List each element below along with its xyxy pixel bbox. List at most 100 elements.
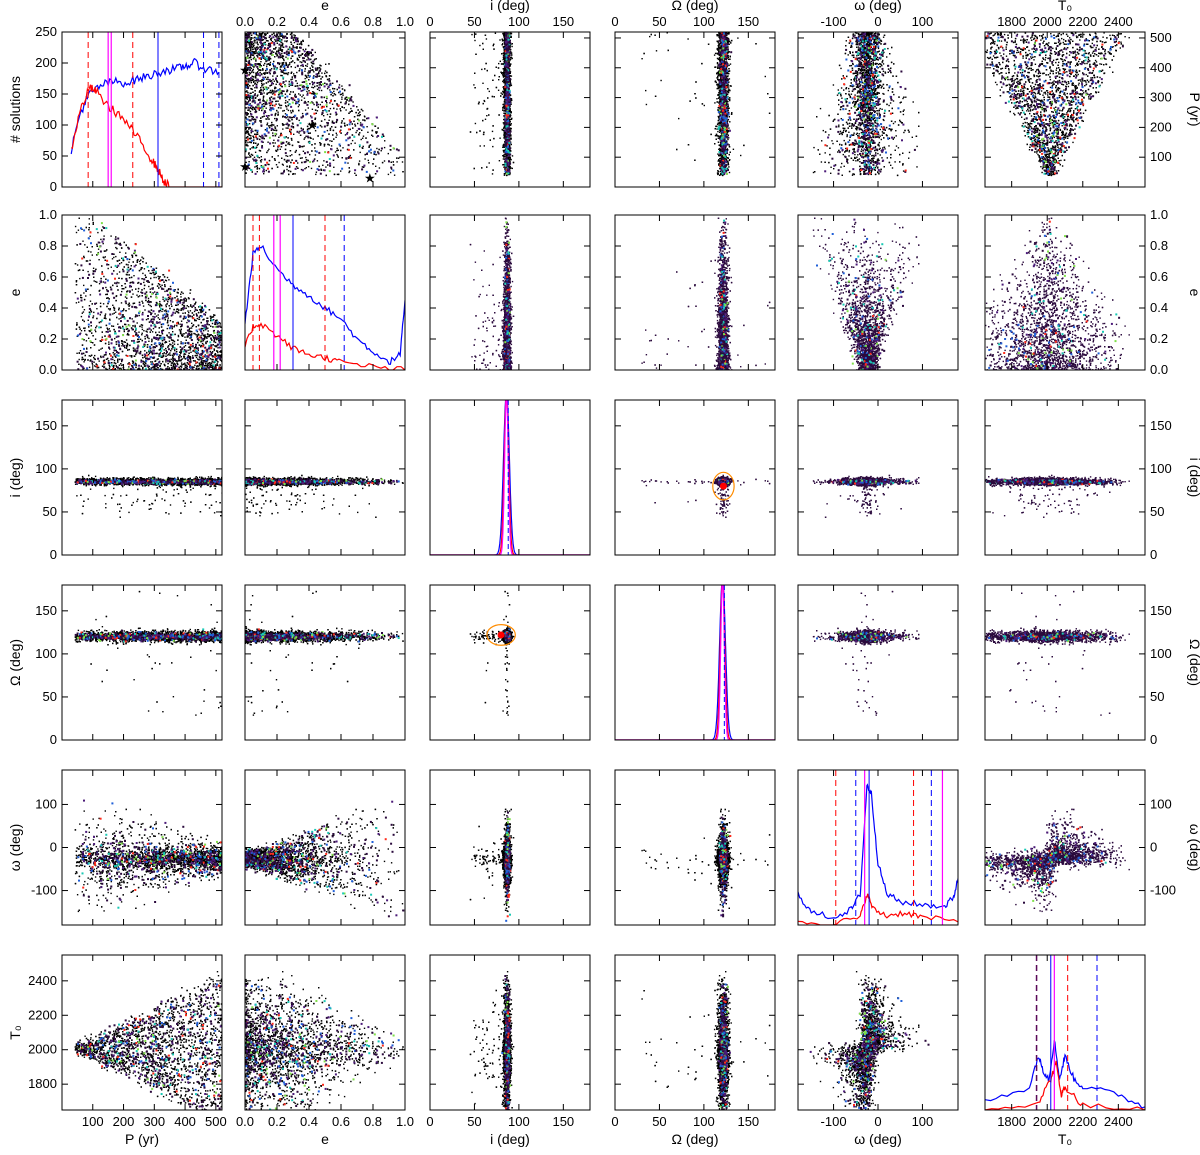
density-point (316, 76, 318, 78)
sample-point (471, 34, 472, 35)
sample-point (274, 56, 275, 57)
sample-point (256, 87, 257, 88)
sample-point (492, 125, 493, 126)
density-point (281, 95, 283, 97)
density-point (324, 131, 326, 133)
sample-point (357, 115, 358, 116)
sample-point (322, 76, 323, 77)
density-point (277, 89, 279, 91)
density-point (256, 48, 258, 50)
sample-point (268, 63, 269, 64)
sample-point (492, 173, 493, 174)
sample-point (363, 167, 364, 168)
sample-point (256, 42, 257, 43)
sample-point (312, 93, 313, 94)
sample-point (266, 152, 267, 153)
sample-point (281, 146, 282, 147)
sample-point (280, 66, 281, 67)
density-point (257, 130, 259, 132)
sample-point (336, 103, 337, 104)
sample-point (256, 134, 257, 135)
density-point (247, 87, 249, 89)
sample-point (294, 173, 295, 174)
sample-point (316, 102, 317, 103)
density-point (313, 97, 315, 99)
sample-point (388, 174, 389, 175)
sample-point (355, 132, 356, 133)
sample-point (273, 130, 274, 131)
sample-point (257, 63, 258, 64)
density-point (349, 119, 351, 121)
sample-point (254, 134, 255, 135)
density-point (274, 105, 276, 107)
density-point (322, 112, 324, 114)
sample-point (301, 96, 302, 97)
sample-point (274, 81, 275, 82)
sample-point (290, 91, 291, 92)
sample-point (252, 92, 253, 93)
sample-point (310, 132, 311, 133)
density-point (264, 52, 266, 54)
sample-point (292, 85, 293, 86)
density-point (264, 43, 266, 45)
density-point (273, 98, 275, 100)
sample-point (257, 132, 258, 133)
density-point (319, 87, 321, 89)
sample-point (303, 145, 304, 146)
sample-point (256, 55, 257, 56)
density-point (266, 162, 268, 164)
sample-point (339, 84, 340, 85)
sample-point (326, 102, 327, 103)
sample-point (278, 50, 279, 51)
sample-point (501, 53, 502, 54)
sample-point (327, 164, 328, 165)
sample-point (295, 103, 296, 104)
density-point (349, 123, 351, 125)
density-point (396, 148, 398, 150)
sample-point (251, 142, 252, 143)
sample-point (316, 172, 317, 173)
sample-point (511, 123, 512, 124)
sample-point (277, 166, 278, 167)
sample-point (266, 124, 267, 125)
sample-point (281, 92, 282, 93)
sample-point (297, 58, 298, 59)
sample-point (266, 118, 267, 119)
sample-point (498, 90, 499, 91)
sample-point (271, 122, 272, 123)
sample-point (254, 57, 255, 58)
sample-point (345, 109, 346, 110)
density-point (307, 151, 309, 153)
sample-point (256, 52, 257, 53)
density-point (298, 50, 300, 52)
sample-point (274, 39, 275, 40)
sample-point (278, 137, 279, 138)
sample-point (353, 121, 354, 122)
sample-point (312, 102, 313, 103)
density-point (257, 103, 259, 105)
sample-point (275, 53, 276, 54)
density-point (259, 74, 261, 76)
density-point (338, 87, 340, 89)
sample-point (305, 65, 306, 66)
density-point (245, 94, 247, 96)
sample-point (252, 136, 253, 137)
sample-point (280, 149, 281, 150)
sample-point (498, 79, 499, 80)
sample-point (473, 84, 474, 85)
sample-point (255, 51, 256, 52)
density-point (279, 97, 281, 99)
sample-point (302, 146, 303, 147)
sample-point (286, 41, 287, 42)
sample-point (268, 149, 269, 150)
sample-point (272, 156, 273, 157)
density-point (327, 152, 329, 154)
sample-point (317, 160, 318, 161)
density-point (330, 91, 332, 93)
density-point (258, 105, 260, 107)
sample-point (308, 87, 309, 88)
sample-point (267, 123, 268, 124)
sample-point (254, 47, 255, 48)
sample-point (366, 126, 367, 127)
sample-point (503, 110, 504, 111)
